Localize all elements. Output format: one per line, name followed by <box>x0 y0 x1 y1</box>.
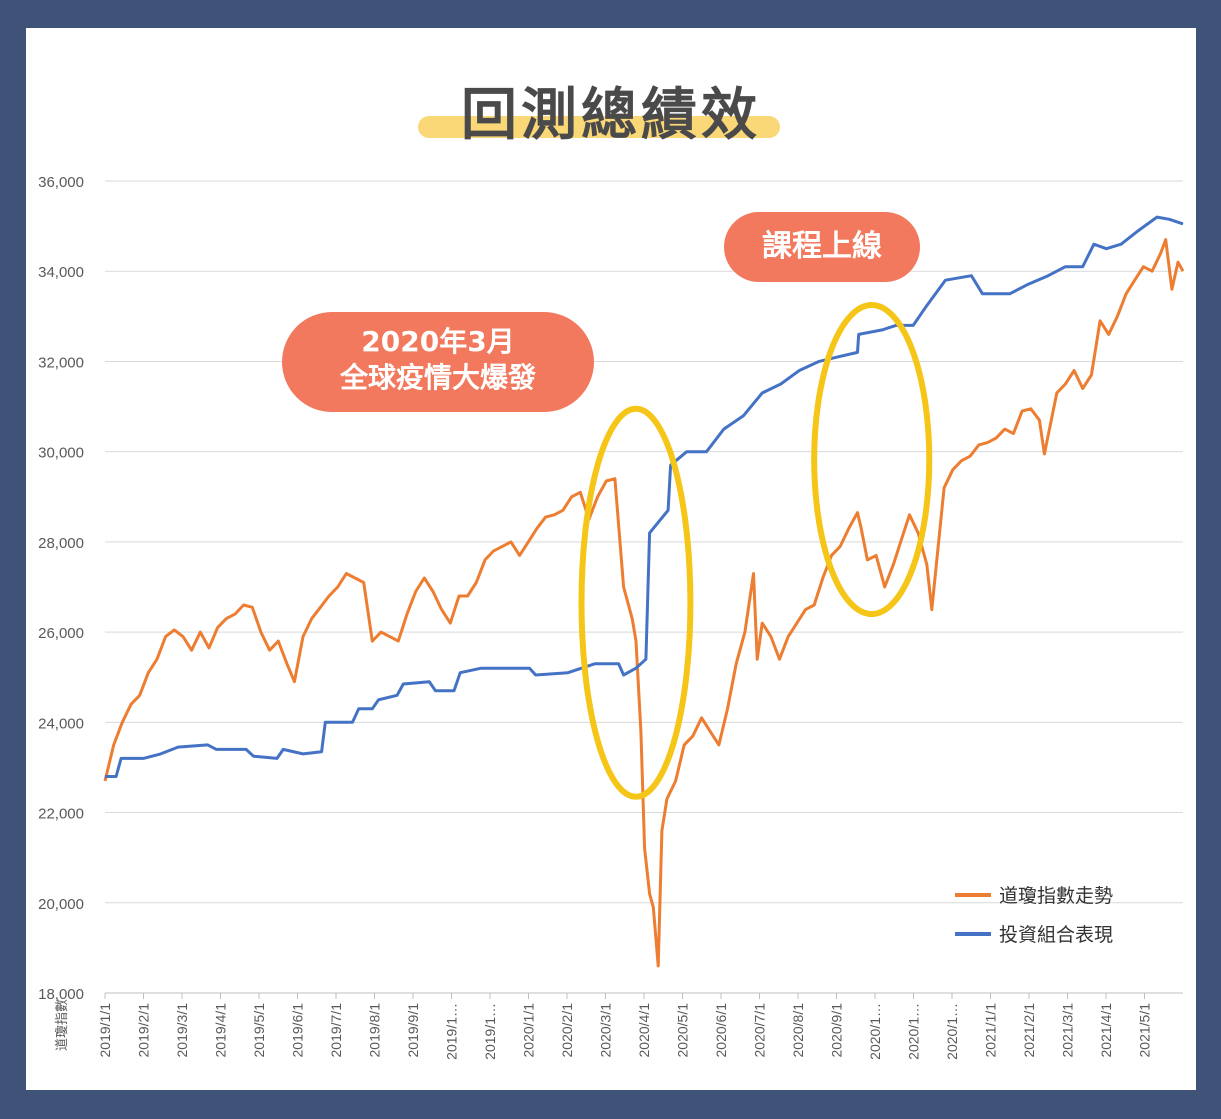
x-tick-label: 2020/1… <box>944 1003 960 1060</box>
legend-swatch-dow <box>955 892 991 897</box>
x-tick-label: 2019/1… <box>482 1003 498 1060</box>
x-tick-label: 2021/2/1 <box>1021 1003 1037 1058</box>
y-tick-label: 20,000 <box>38 896 84 913</box>
covid-highlight-ring <box>578 405 694 800</box>
x-tick-label: 2019/6/1 <box>290 1003 306 1058</box>
legend-swatch-portfolio <box>955 931 991 936</box>
chart-legend: 道瓊指數走勢 投資組合表現 <box>955 875 1113 953</box>
x-tick-label: 2019/1/1 <box>97 1003 113 1058</box>
x-tick-label: 2021/5/1 <box>1137 1003 1153 1058</box>
legend-item-dow: 道瓊指數走勢 <box>955 875 1113 914</box>
x-tick-label: 2020/1… <box>867 1003 883 1060</box>
x-tick-label: 2020/8/1 <box>790 1003 806 1058</box>
y-tick-label: 34,000 <box>38 264 84 281</box>
y-tick-label: 22,000 <box>38 806 84 823</box>
dow-series-line <box>103 238 1185 968</box>
x-tick-label: 2020/6/1 <box>713 1003 729 1058</box>
covid-annotation-line2: 全球疫情大爆發 <box>339 361 536 394</box>
x-tick-label: 2020/5/1 <box>675 1003 691 1058</box>
y-tick-label: 32,000 <box>38 354 84 371</box>
portfolio-series-line <box>105 215 1184 778</box>
title-highlight <box>418 116 780 138</box>
x-tick-label: 2019/7/1 <box>328 1003 344 1058</box>
legend-label-portfolio: 投資組合表現 <box>999 924 1114 946</box>
x-tick-label: 2019/2/1 <box>136 1003 152 1058</box>
chart-card: 回測總績效 <box>26 28 1196 1090</box>
x-tick-label: 2020/3/1 <box>598 1003 614 1058</box>
title-area: 回測總績效 <box>26 70 1196 151</box>
y-tick-label: 24,000 <box>38 715 84 732</box>
x-tick-label: 2019/4/1 <box>213 1003 229 1058</box>
x-tick-label: 2019/3/1 <box>174 1003 190 1058</box>
x-tick-label: 2019/8/1 <box>367 1003 383 1058</box>
chart-title: 回測總績效 <box>461 83 761 148</box>
y-tick-label: 26,000 <box>38 625 84 642</box>
x-tick-label: 2020/1… <box>906 1003 922 1060</box>
y-tick-label: 30,000 <box>38 445 84 462</box>
y-axis-label: 道瓊指數 <box>55 999 70 1051</box>
x-tick-label: 2020/7/1 <box>752 1003 768 1058</box>
x-tick-label: 2020/9/1 <box>829 1003 845 1058</box>
x-tick-label: 2019/1… <box>444 1003 460 1060</box>
x-tick-label: 2021/3/1 <box>1060 1003 1076 1058</box>
course-highlight-ring <box>811 302 933 618</box>
x-tick-label: 2021/1/1 <box>983 1003 999 1058</box>
legend-item-portfolio: 投資組合表現 <box>955 914 1113 953</box>
x-tick-label: 2020/4/1 <box>636 1003 652 1058</box>
y-tick-label: 18,000 <box>38 986 84 1003</box>
y-tick-label: 28,000 <box>38 535 84 552</box>
covid-annotation: 2020年3月 全球疫情大爆發 <box>282 312 594 412</box>
x-tick-label: 2020/2/1 <box>559 1003 575 1058</box>
legend-label-dow: 道瓊指數走勢 <box>999 885 1114 907</box>
x-tick-label: 2019/9/1 <box>405 1003 421 1058</box>
x-tick-label: 2021/4/1 <box>1098 1003 1114 1058</box>
x-tick-label: 2019/5/1 <box>251 1003 267 1058</box>
x-tick-label: 2020/1/1 <box>521 1003 537 1058</box>
y-tick-label: 36,000 <box>38 174 84 191</box>
course-launch-annotation: 課程上線 <box>724 212 920 282</box>
covid-annotation-line1: 2020年3月 <box>361 325 515 358</box>
